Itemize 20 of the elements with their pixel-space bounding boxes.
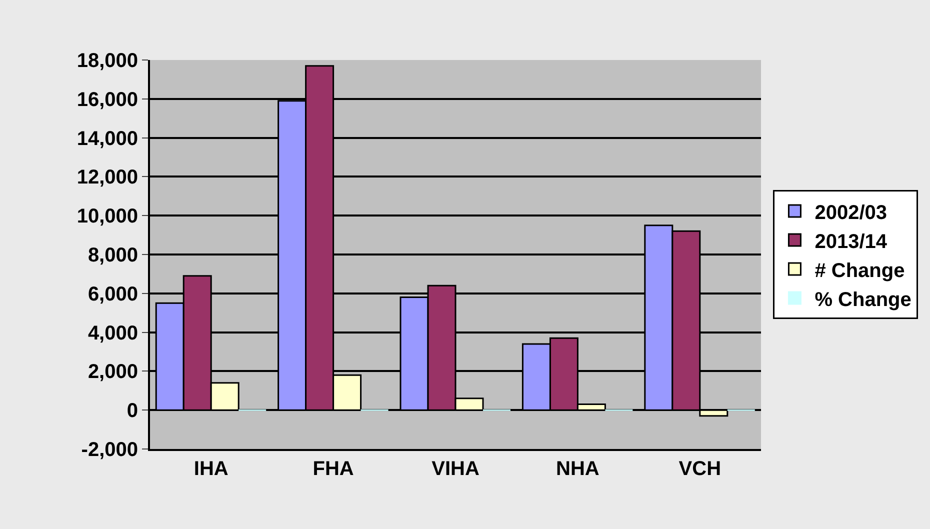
y-tick-label: 10,000: [76, 206, 138, 228]
y-tick-label: 12,000: [76, 166, 138, 189]
y-tick-label: 14,000: [76, 128, 138, 150]
x-tick-label: IHA: [194, 458, 228, 480]
y-tick-label: 4,000: [88, 322, 138, 344]
y-tick-label: -2,000: [81, 439, 138, 461]
y-tick-label: 8,000: [88, 244, 138, 266]
y-tick-label: 18,000: [76, 50, 138, 72]
y-tick-label: 16,000: [76, 88, 138, 111]
y-tick-label: 6,000: [88, 283, 138, 306]
x-tick-label: VIHA: [432, 458, 480, 480]
legend-label: 2013/14: [814, 230, 888, 253]
y-tick-label: 0: [126, 400, 138, 422]
legend-label: # Change: [814, 260, 905, 282]
x-tick-label: FHA: [312, 458, 354, 480]
legend-label: % Change: [814, 288, 912, 311]
x-tick-label: NHA: [556, 458, 600, 480]
x-tick-label: VCH: [678, 458, 722, 480]
legend-label: 2002/03: [814, 202, 888, 224]
y-tick-label: 2,000: [88, 361, 138, 384]
